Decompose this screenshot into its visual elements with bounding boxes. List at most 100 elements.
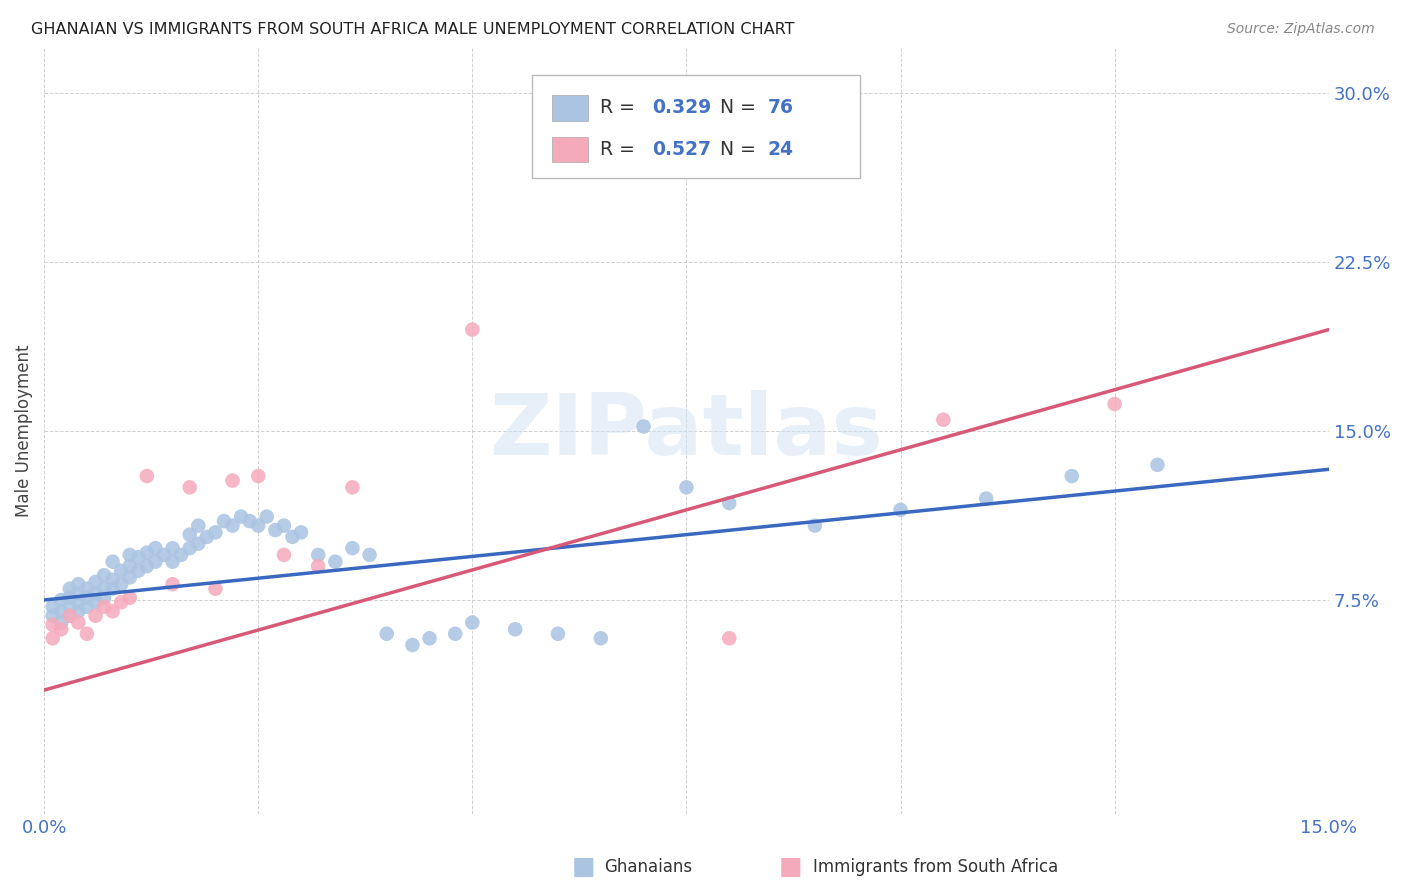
Point	[101, 573, 124, 587]
Point	[93, 568, 115, 582]
Point	[974, 491, 997, 506]
Point	[239, 514, 262, 528]
Point	[84, 574, 107, 589]
Point	[461, 615, 484, 630]
Point	[67, 604, 90, 618]
Point	[110, 595, 132, 609]
Text: N =: N =	[720, 98, 762, 118]
Point	[51, 604, 73, 618]
Text: R =: R =	[600, 98, 641, 118]
Point	[212, 514, 235, 528]
Point	[179, 480, 201, 494]
Point	[195, 530, 218, 544]
Point	[118, 591, 141, 605]
Point	[118, 559, 141, 574]
Point	[204, 525, 226, 540]
Point	[118, 570, 141, 584]
Point	[76, 599, 98, 614]
Point	[51, 615, 73, 630]
Point	[229, 509, 252, 524]
Point	[51, 593, 73, 607]
Point	[1146, 458, 1168, 472]
Point	[932, 413, 955, 427]
Text: ■: ■	[572, 855, 595, 879]
Point	[503, 622, 526, 636]
Point	[145, 555, 167, 569]
Point	[401, 638, 423, 652]
Point	[110, 564, 132, 578]
Point	[307, 548, 329, 562]
Text: 24: 24	[768, 140, 793, 159]
Text: R =: R =	[600, 140, 641, 159]
Point	[281, 530, 304, 544]
Point	[59, 608, 82, 623]
Point	[718, 496, 741, 510]
Point	[804, 518, 827, 533]
FancyBboxPatch shape	[533, 75, 860, 178]
Point	[41, 632, 63, 646]
Text: 0.329: 0.329	[652, 98, 711, 118]
Point	[76, 582, 98, 596]
Point	[59, 591, 82, 605]
Point	[93, 599, 115, 614]
Point	[273, 548, 295, 562]
Point	[187, 536, 209, 550]
Point	[135, 559, 157, 574]
Point	[375, 626, 398, 640]
Point	[101, 604, 124, 618]
Point	[76, 591, 98, 605]
Point	[323, 555, 346, 569]
Point	[76, 626, 98, 640]
Point	[67, 577, 90, 591]
Text: 76: 76	[768, 98, 793, 118]
Point	[93, 582, 115, 596]
Point	[41, 608, 63, 623]
Point	[101, 555, 124, 569]
Point	[247, 469, 270, 483]
Point	[342, 541, 364, 556]
Point	[162, 541, 184, 556]
Point	[51, 622, 73, 636]
Point	[135, 546, 157, 560]
Point	[153, 548, 176, 562]
Point	[187, 518, 209, 533]
Point	[118, 548, 141, 562]
Point	[162, 555, 184, 569]
Text: GHANAIAN VS IMMIGRANTS FROM SOUTH AFRICA MALE UNEMPLOYMENT CORRELATION CHART: GHANAIAN VS IMMIGRANTS FROM SOUTH AFRICA…	[31, 22, 794, 37]
Point	[145, 541, 167, 556]
Point	[890, 503, 912, 517]
Point	[84, 595, 107, 609]
Point	[718, 632, 741, 646]
Point	[547, 626, 569, 640]
Point	[93, 591, 115, 605]
Point	[101, 582, 124, 596]
FancyBboxPatch shape	[551, 136, 588, 162]
FancyBboxPatch shape	[551, 95, 588, 120]
Point	[84, 586, 107, 600]
Text: 0.527: 0.527	[652, 140, 711, 159]
Point	[256, 509, 278, 524]
Point	[418, 632, 440, 646]
Point	[170, 548, 193, 562]
Point	[127, 550, 149, 565]
Point	[273, 518, 295, 533]
Point	[461, 323, 484, 337]
Text: Source: ZipAtlas.com: Source: ZipAtlas.com	[1227, 22, 1375, 37]
Point	[290, 525, 312, 540]
Point	[59, 599, 82, 614]
Point	[359, 548, 381, 562]
Point	[589, 632, 612, 646]
Point	[67, 586, 90, 600]
Point	[179, 527, 201, 541]
Point	[179, 541, 201, 556]
Text: N =: N =	[720, 140, 762, 159]
Point	[204, 582, 226, 596]
Text: Ghanaians: Ghanaians	[605, 858, 693, 876]
Point	[675, 480, 697, 494]
Point	[221, 474, 243, 488]
Text: ■: ■	[779, 855, 801, 879]
Point	[247, 518, 270, 533]
Point	[162, 577, 184, 591]
Point	[264, 523, 287, 537]
Point	[127, 564, 149, 578]
